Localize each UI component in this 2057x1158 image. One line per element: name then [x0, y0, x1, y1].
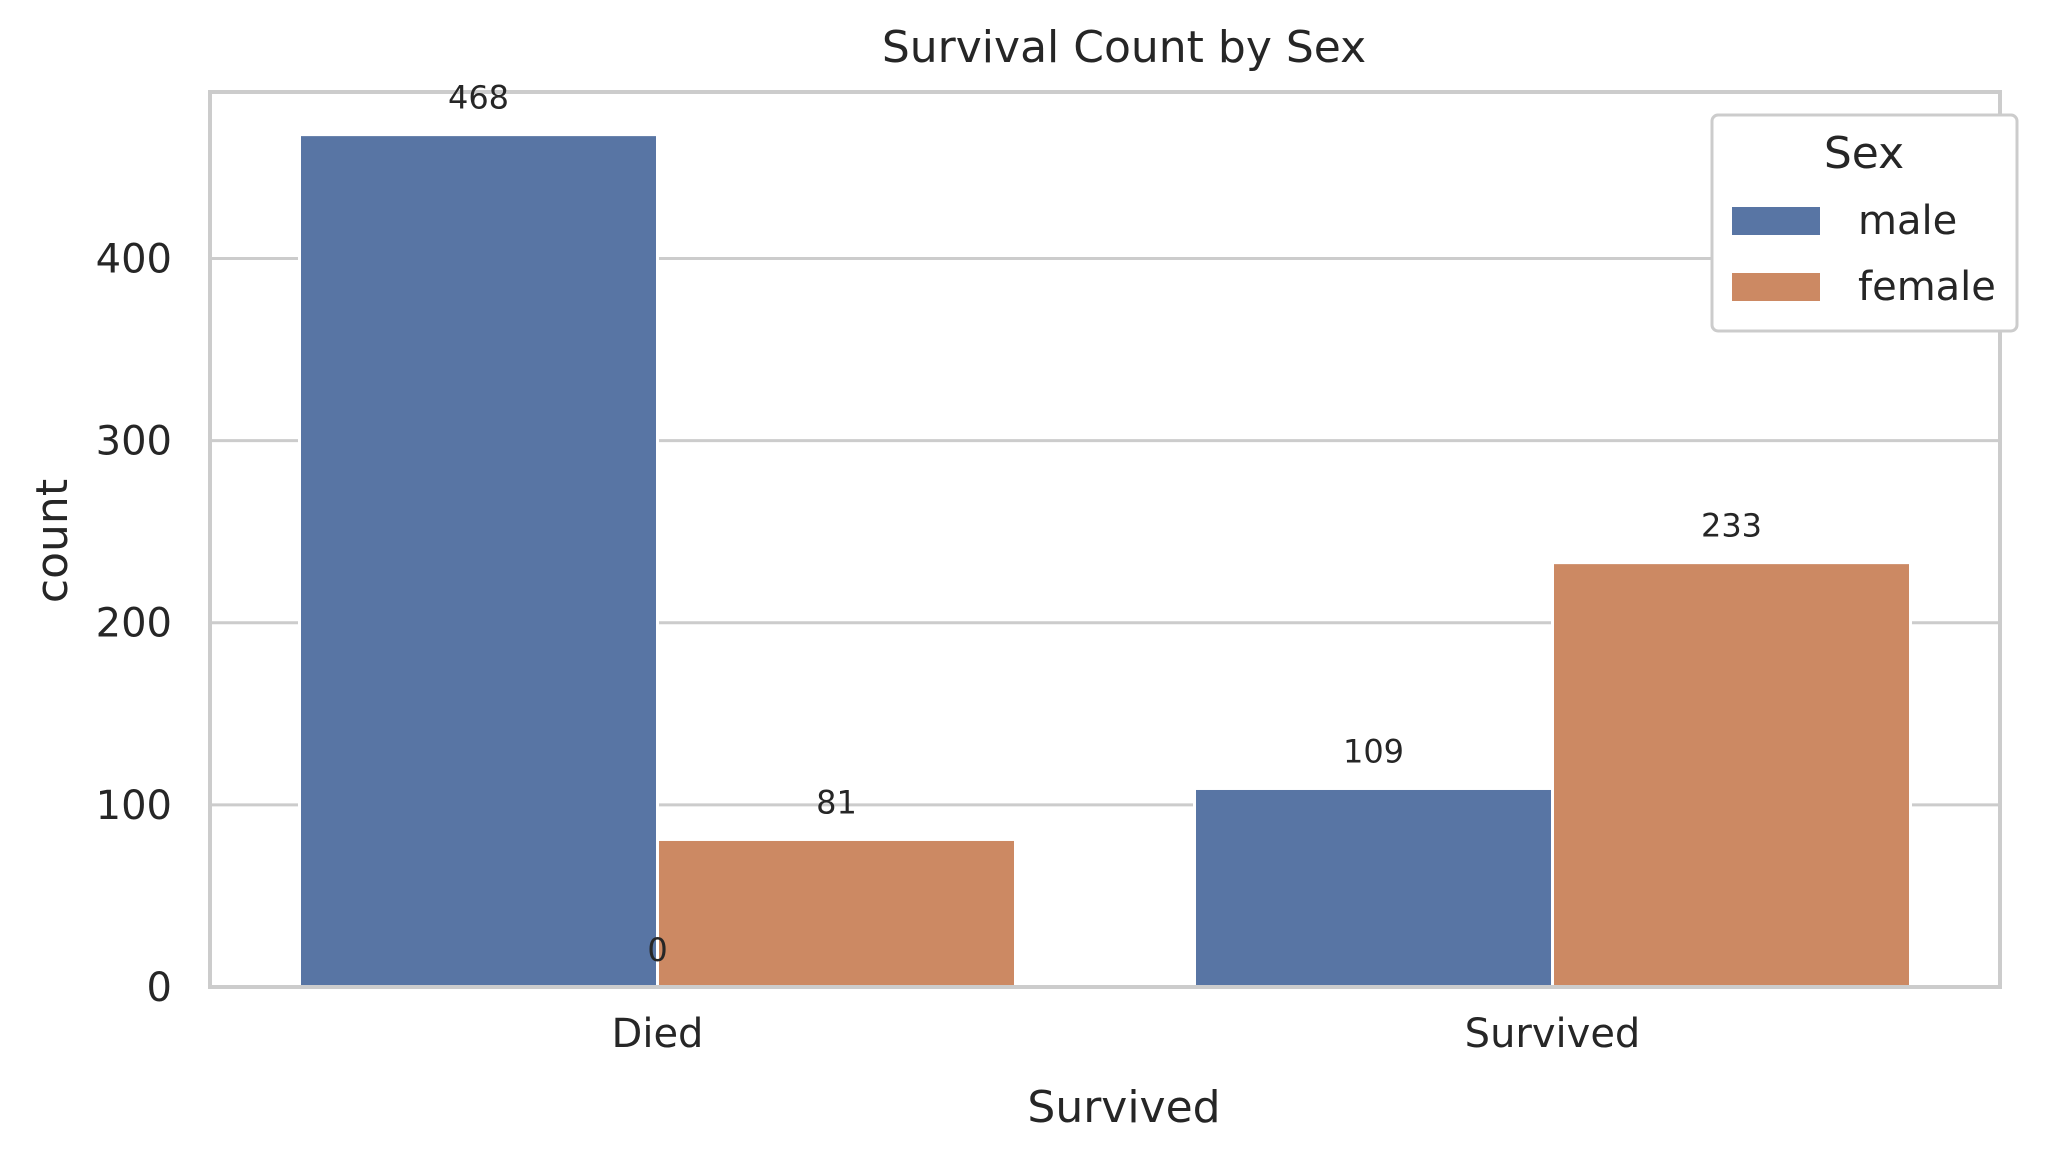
- y-tick-label-200: 200: [96, 601, 172, 647]
- y-tick-labels: 0 100 200 300 400: [96, 236, 172, 1011]
- bar-value-labels: 468 81 109 233 0: [448, 79, 1762, 969]
- legend-swatch-female: [1732, 273, 1820, 301]
- y-axis-label: count: [27, 479, 78, 603]
- bar-value-label-1: 81: [816, 783, 857, 821]
- legend: Sex male female: [1710, 113, 2019, 333]
- y-tick-label-100: 100: [96, 783, 172, 829]
- x-tick-labels: Died Survived: [612, 1011, 1641, 1057]
- y-tick-label-0: 0: [147, 965, 172, 1011]
- x-tick-label-died: Died: [612, 1011, 704, 1057]
- x-tick-label-survived: Survived: [1465, 1011, 1641, 1057]
- legend-title: Sex: [1824, 128, 1904, 179]
- chart-title: Survival Count by Sex: [882, 22, 1366, 73]
- legend-swatch-male: [1732, 207, 1820, 235]
- bar-value-label-2: 109: [1343, 732, 1404, 770]
- legend-label-male: male: [1858, 198, 1957, 244]
- plot-frame: [208, 90, 2002, 989]
- bar-female-died: [656, 837, 1017, 989]
- bar-male-survived: [1193, 786, 1554, 989]
- bar-value-label-0: 468: [448, 79, 509, 117]
- bar-female-survived: [1551, 561, 1912, 989]
- bar-value-label-4: 0: [647, 931, 667, 969]
- legend-label-female: female: [1858, 264, 1996, 310]
- bar-value-label-3: 233: [1701, 507, 1762, 545]
- x-axis-label: Survived: [1027, 1082, 1220, 1133]
- y-tick-label-300: 300: [96, 419, 172, 465]
- bars: [298, 133, 1912, 989]
- bar-male-died: [298, 133, 659, 989]
- y-tick-label-400: 400: [96, 236, 172, 282]
